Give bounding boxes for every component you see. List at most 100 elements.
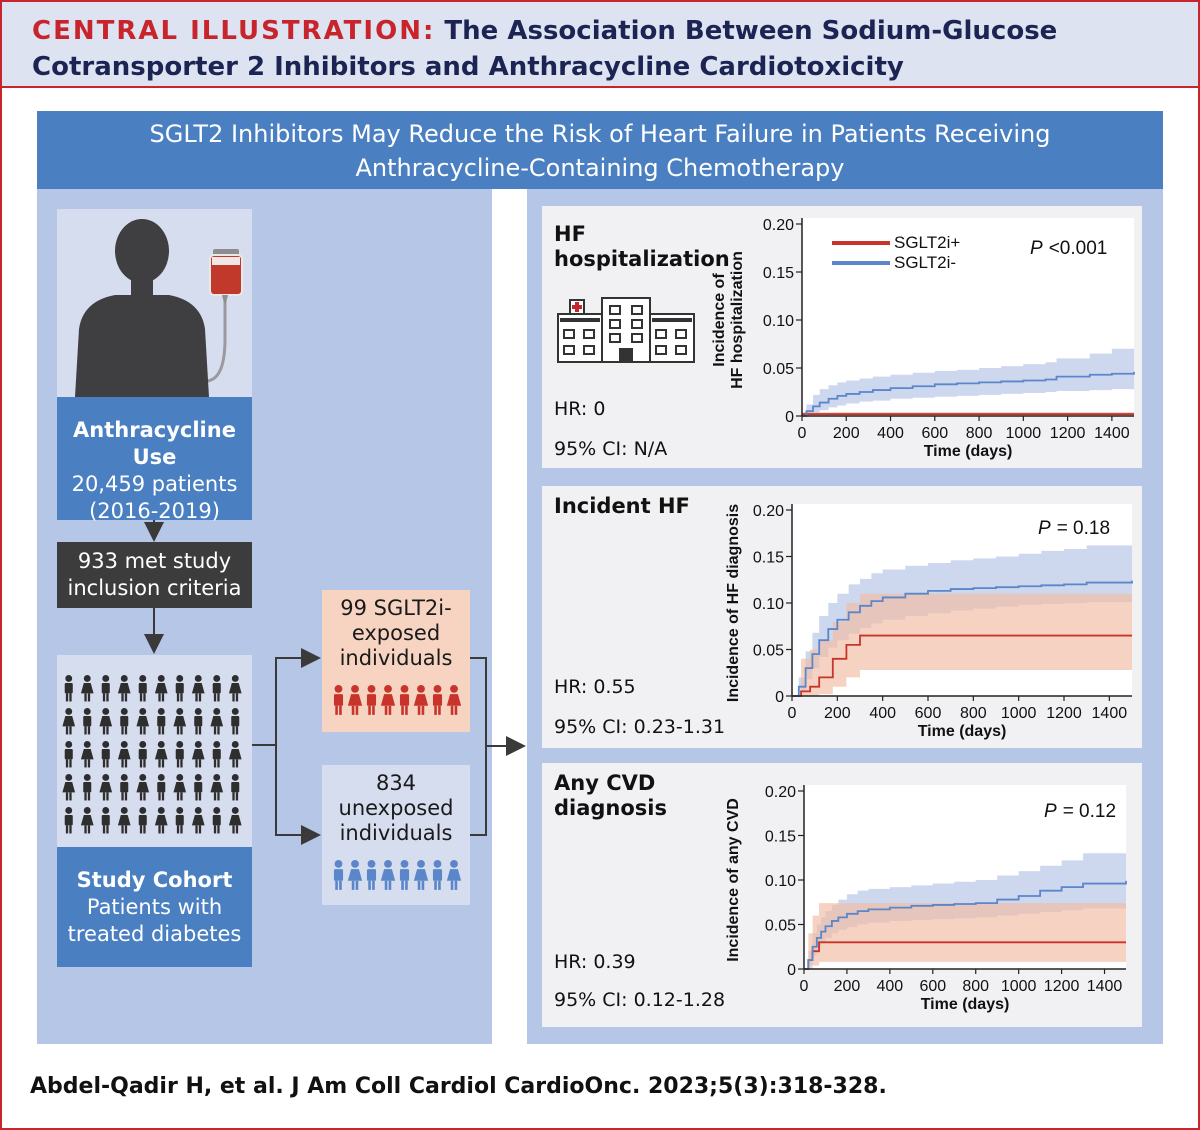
person-icon (228, 675, 242, 702)
person-icon (191, 675, 205, 702)
person-icon (83, 774, 92, 801)
cohort-title: Study Cohort (76, 868, 233, 892)
hf-hospitalization-card: HF hospitalization HR: 0 95% CI: N/A 0 0.… (542, 206, 1142, 468)
banner-line-1: SGLT2 Inhibitors May Reduce the Risk of … (149, 120, 1051, 148)
x-tick-label: 400 (869, 705, 896, 722)
person-icon (99, 708, 113, 735)
p-value: P <0.001 (1030, 238, 1107, 259)
person-icon (154, 675, 168, 702)
person-icon (117, 675, 131, 702)
person-icon (212, 741, 221, 768)
p-value-label: P (1030, 238, 1043, 259)
citation: Abdel-Qadir H, et al. J Am Coll Cardiol … (30, 1074, 887, 1099)
sglt2i-neg-ci-band (802, 344, 1134, 416)
hf-hosp-title-line-1: HF (554, 222, 586, 246)
person-icon (101, 675, 110, 702)
summary-banner: SGLT2 Inhibitors May Reduce the Risk of … (37, 111, 1163, 189)
figure-title-text: The Association Between Sodium-Glucose (444, 16, 1058, 46)
anthracycline-use-box: Anthracycline Use 20,459 patients (2016-… (57, 397, 252, 523)
person-icon (117, 741, 131, 768)
legend-label: SGLT2i+ (894, 233, 960, 252)
p-value-number: = 0.12 (1063, 801, 1116, 822)
person-icon (154, 741, 168, 768)
unexposed-person-icon (413, 860, 429, 890)
exposed-person-icon (446, 685, 462, 715)
person-icon (228, 807, 242, 834)
x-axis-label: Time (days) (924, 443, 1013, 460)
sglt2i-neg-line (792, 580, 1133, 697)
person-icon (210, 774, 224, 801)
incident-hf-ci: 95% CI: 0.23-1.31 (554, 716, 726, 738)
person-icon (175, 807, 184, 834)
title-band: CENTRAL ILLUSTRATION: The Association Be… (2, 2, 1198, 88)
person-icon (64, 807, 73, 834)
person-icon (62, 774, 76, 801)
y-tick-label: 0 (775, 689, 784, 706)
person-icon (120, 774, 129, 801)
sglt2i-neg-line (804, 880, 1127, 970)
patient-with-iv-bag-icon (75, 219, 243, 397)
person-icon (80, 741, 94, 768)
any-cvd-ci: 95% CI: 0.12-1.28 (554, 989, 726, 1011)
x-tick-label: 1400 (1087, 978, 1123, 995)
person-icon (64, 675, 73, 702)
person-icon (194, 708, 203, 735)
anthracycline-patients: 20,459 patients (71, 472, 238, 496)
inclusion-criteria-box: 933 met study inclusion criteria (57, 542, 252, 608)
person-icon (154, 807, 168, 834)
person-icon (173, 774, 187, 801)
y-tick-label: 0 (785, 409, 794, 426)
figure-title-line-2: Cotransporter 2 Inhibitors and Anthracyc… (32, 52, 904, 82)
person-icon (101, 741, 110, 768)
exposed-person-icon (366, 685, 377, 715)
x-axis-label: Time (days) (921, 996, 1010, 1013)
person-icon (62, 708, 76, 735)
unexposed-line-3: individuals (339, 821, 453, 845)
p-value-number: <0.001 (1049, 238, 1108, 259)
person-icon (210, 708, 224, 735)
cohort-line-3: treated diabetes (67, 922, 242, 946)
people-grid-icon (62, 675, 242, 834)
x-tick-label: 200 (833, 425, 860, 442)
person-icon (212, 675, 221, 702)
y-axis-label-line-2: HF hospitalization (729, 251, 746, 389)
person-icon (194, 774, 203, 801)
hf-hosp-chart: 0 0.05 0.10 0.15 0.20 0 200 400 600 800 1000 1200 14… (711, 217, 1135, 460)
cohort-people-grid (57, 655, 252, 847)
person-icon (80, 807, 94, 834)
exposed-person-icon (347, 685, 363, 715)
x-tick-label: 1000 (1001, 978, 1037, 995)
y-tick-label: 0.05 (765, 918, 796, 935)
p-value-label: P (1038, 518, 1051, 539)
x-tick-label: 800 (966, 425, 993, 442)
unexposed-people-icon (333, 860, 462, 890)
exposed-person-icon (380, 685, 396, 715)
x-tick-label: 600 (919, 978, 946, 995)
x-tick-label: 1200 (1044, 978, 1080, 995)
x-tick-label: 400 (877, 425, 904, 442)
exposed-line-1: 99 SGLT2i- (340, 596, 452, 620)
any-cvd-card: Any CVD diagnosis HR: 0.39 95% CI: 0.12-… (542, 763, 1142, 1027)
sglt2i-exposed-box: 99 SGLT2i- exposed individuals (322, 590, 470, 732)
cohort-line-2: Patients with (86, 895, 223, 919)
any-cvd-title: Any CVD diagnosis (554, 771, 667, 821)
y-tick-label: 0.20 (763, 217, 794, 234)
hf-hosp-title-line-2: hospitalization (554, 247, 730, 271)
p-value-number: = 0.18 (1057, 518, 1110, 539)
central-illustration-label: CENTRAL ILLUSTRATION: (32, 16, 436, 46)
p-value-label: P (1044, 801, 1057, 822)
person-icon (117, 807, 131, 834)
unexposed-person-icon (366, 860, 377, 890)
x-tick-label: 0 (788, 705, 797, 722)
x-tick-label: 1200 (1046, 705, 1082, 722)
x-tick-label: 1000 (1006, 425, 1042, 442)
x-tick-label: 1400 (1094, 425, 1130, 442)
y-tick-label: 0.15 (765, 829, 796, 846)
person-icon (99, 774, 113, 801)
study-cohort-box: Study Cohort Patients with treated diabe… (57, 847, 252, 967)
person-icon (175, 741, 184, 768)
x-tick-label: 1200 (1050, 425, 1086, 442)
legend-label: SGLT2i- (894, 253, 956, 272)
unexposed-person-icon (446, 860, 462, 890)
unexposed-person-icon (333, 860, 344, 890)
